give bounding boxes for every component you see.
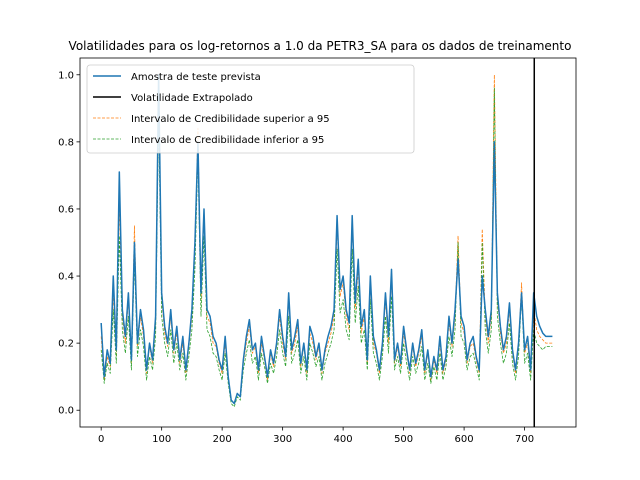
series-line-amostra-de-teste-prevista [100,74,553,405]
x-tick-label: 400 [334,434,353,445]
x-tick-label: 600 [455,434,474,445]
axes-layer: 0 100 200 300 400 500 600 700 0.0 0.2 0.4 0.6 0.8 1.0 [58,70,534,445]
legend: Amostra de teste prevista Volatilidade Ex… [86,64,415,154]
chart-title: Volatilidades para os log-retornos a 1.0… [69,39,572,53]
x-tick-label: 100 [152,434,171,445]
legend-label-intervalo-de-credibilidade-inferior-a-95: Intervalo de Credibilidade inferior a 95 [131,135,324,146]
x-tick-label: 500 [394,434,413,445]
x-tick-label: 200 [213,434,232,445]
series-layer [100,58,553,427]
y-tick-label: 0.6 [58,204,74,215]
y-tick-label: 0.4 [58,272,74,283]
y-tick-label: 1.0 [58,70,74,81]
legend-label-volatilidade-extrapolado: Volatilidade Extrapolado [131,93,253,104]
series-line-intervalo-de-credibilidade-inferior-a-95 [100,87,553,408]
legend-box [86,64,415,154]
y-tick-label: 0.8 [58,137,74,148]
y-tick-label: 0.2 [58,339,74,350]
y-tick-label: 0.0 [58,406,74,417]
legend-label-amostra-de-teste-prevista: Amostra de teste prevista [131,72,261,83]
x-tick-label: 0 [98,434,104,445]
x-tick-label: 700 [515,434,534,445]
plot-area-frame [79,57,577,428]
legend-label-intervalo-de-credibilidade-superior-a-95: Intervalo de Credibilidade superior a 95 [131,114,330,125]
x-tick-label: 300 [273,434,292,445]
